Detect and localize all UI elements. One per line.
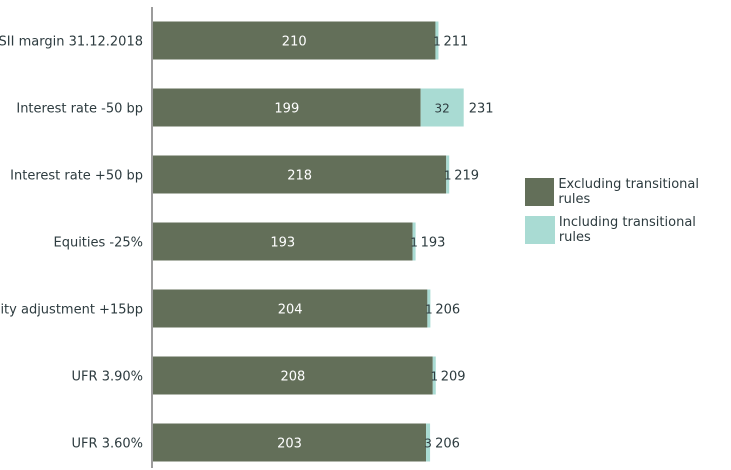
bar-excluding: [153, 88, 421, 127]
legend-label-excluding: Excluding transitional rules: [558, 177, 699, 207]
total-label: 206: [435, 303, 460, 318]
bar-excluding: [153, 222, 413, 261]
value-label-excluding: 203: [277, 437, 302, 452]
total-label: 209: [441, 370, 466, 385]
bar-excluding: [153, 423, 427, 462]
total-label: 211: [443, 35, 468, 50]
bar-excluding: [153, 21, 436, 60]
legend-item-excluding: Excluding transitional rules: [525, 177, 731, 207]
total-label: 193: [421, 236, 446, 251]
value-label-including: 1: [410, 236, 418, 250]
category-label: Interest rate -50 bp: [16, 102, 143, 117]
total-label: 206: [435, 437, 460, 452]
bar-excluding: [153, 289, 428, 328]
value-label-including: 1: [425, 303, 433, 317]
value-label-including: 1: [444, 169, 452, 183]
category-label: UFR 3.90%: [72, 370, 143, 385]
value-label-including: 1: [433, 35, 441, 49]
bar-including: [426, 423, 431, 462]
bar-including: [420, 88, 464, 127]
total-label: 231: [469, 102, 494, 117]
value-label-excluding: 218: [287, 169, 312, 184]
value-label-including: 32: [435, 102, 450, 116]
bar-including: [435, 21, 439, 60]
bar-excluding: [153, 356, 433, 395]
bar-including: [432, 356, 436, 395]
category-label: Equities -25%: [53, 236, 143, 251]
value-label-excluding: 208: [280, 370, 305, 385]
bar-including: [412, 222, 416, 261]
category-label: UFR 3.60%: [72, 437, 143, 452]
value-label-including: 3: [424, 437, 432, 451]
category-label: ility adjustment +15bp: [0, 303, 143, 318]
legend: Excluding transitional rules Including t…: [525, 177, 731, 254]
legend-swatch-excluding: [525, 178, 555, 206]
legend-swatch-including: [525, 216, 555, 244]
legend-label-including: Including transitional rules: [558, 215, 696, 245]
bar-including: [427, 289, 431, 328]
category-label: Interest rate +50 bp: [10, 169, 143, 184]
value-label-excluding: 210: [282, 35, 307, 50]
value-label-excluding: 199: [274, 102, 299, 117]
total-label: 219: [454, 169, 479, 184]
bar-including: [446, 155, 450, 194]
value-label-including: 1: [430, 370, 438, 384]
legend-item-including: Including transitional rules: [525, 215, 731, 245]
category-label: SII margin 31.12.2018: [0, 35, 143, 50]
value-label-excluding: 193: [270, 236, 295, 251]
value-label-excluding: 204: [278, 303, 303, 318]
bar-excluding: [153, 155, 447, 194]
